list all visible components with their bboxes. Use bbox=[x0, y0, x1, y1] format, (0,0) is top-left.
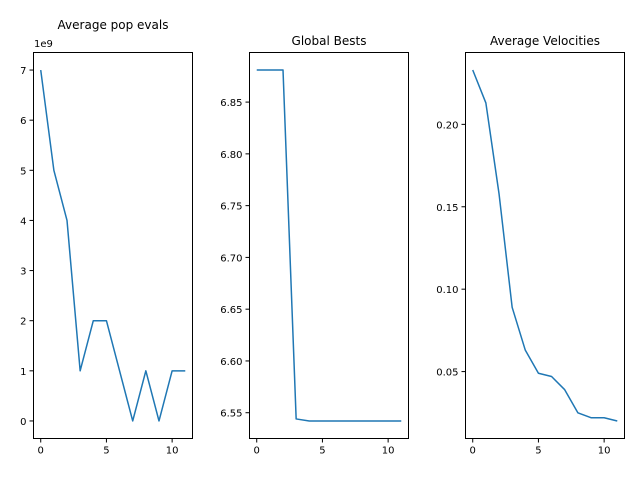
y-tick-label: 6.55 bbox=[220, 409, 242, 420]
y-tick-label: 3 bbox=[20, 267, 26, 278]
y-tick-label: 6.70 bbox=[220, 253, 242, 264]
y-tick-label: 0.10 bbox=[436, 285, 458, 296]
panel-average-pop-evals: Average pop evals 1e9 0 5 10 0 1 2 3 4 5 6 7 bbox=[20, 18, 193, 457]
series-line bbox=[256, 69, 402, 422]
y-tick-label: 4 bbox=[20, 216, 26, 227]
y-tick-label: 2 bbox=[20, 317, 26, 328]
panel-global-bests: Global Bests 0 5 10 6.55 6.60 6.65 6.70 6.75 6.8… bbox=[220, 34, 409, 457]
y-tick-label: 1 bbox=[20, 367, 26, 378]
axis-ticks: 0 5 10 0.05 0.10 0.15 0.20 bbox=[436, 120, 610, 456]
y-tick-label: 7 bbox=[20, 66, 26, 77]
axis-frame bbox=[33, 52, 193, 439]
x-tick-label: 10 bbox=[166, 446, 179, 457]
y-tick-label: 6.85 bbox=[220, 98, 242, 109]
y-tick-label: 6 bbox=[20, 116, 26, 127]
x-tick-label: 0 bbox=[470, 446, 476, 457]
y-tick-label: 0 bbox=[20, 417, 26, 428]
panel-average-velocities: Average Velocities 0 5 10 0.05 0.10 0.15 0.20 bbox=[436, 34, 625, 457]
series-marks bbox=[256, 69, 402, 422]
series-marks bbox=[39, 69, 186, 422]
y-tick-label: 6.75 bbox=[220, 202, 242, 213]
panel-title: Global Bests bbox=[292, 34, 367, 48]
x-tick-label: 10 bbox=[382, 446, 395, 457]
x-tick-label: 5 bbox=[535, 446, 541, 457]
y-tick-label: 0.15 bbox=[436, 203, 458, 214]
axis-ticks: 0 5 10 6.55 6.60 6.65 6.70 6.75 6.80 6.85 bbox=[220, 98, 394, 456]
y-tick-label: 6.80 bbox=[220, 150, 242, 161]
x-tick-label: 0 bbox=[254, 446, 260, 457]
y-offset-label: 1e9 bbox=[34, 39, 53, 50]
x-tick-label: 5 bbox=[319, 446, 325, 457]
y-tick-label: 6.60 bbox=[220, 357, 242, 368]
panel-title: Average Velocities bbox=[490, 34, 600, 48]
x-tick-label: 0 bbox=[38, 446, 44, 457]
y-tick-label: 6.65 bbox=[220, 305, 242, 316]
y-tick-label: 5 bbox=[20, 166, 26, 177]
x-tick-label: 5 bbox=[103, 446, 109, 457]
axis-frame bbox=[249, 52, 409, 439]
y-tick-label: 0.20 bbox=[436, 120, 458, 131]
panel-title: Average pop evals bbox=[58, 18, 169, 32]
x-tick-label: 10 bbox=[598, 446, 611, 457]
series-marks bbox=[472, 69, 618, 422]
y-tick-label: 0.05 bbox=[436, 368, 458, 379]
series-line bbox=[39, 69, 186, 422]
series-line bbox=[472, 69, 618, 422]
axis-frame bbox=[465, 52, 625, 439]
axis-ticks: 0 5 10 0 1 2 3 4 5 6 7 bbox=[20, 66, 178, 456]
